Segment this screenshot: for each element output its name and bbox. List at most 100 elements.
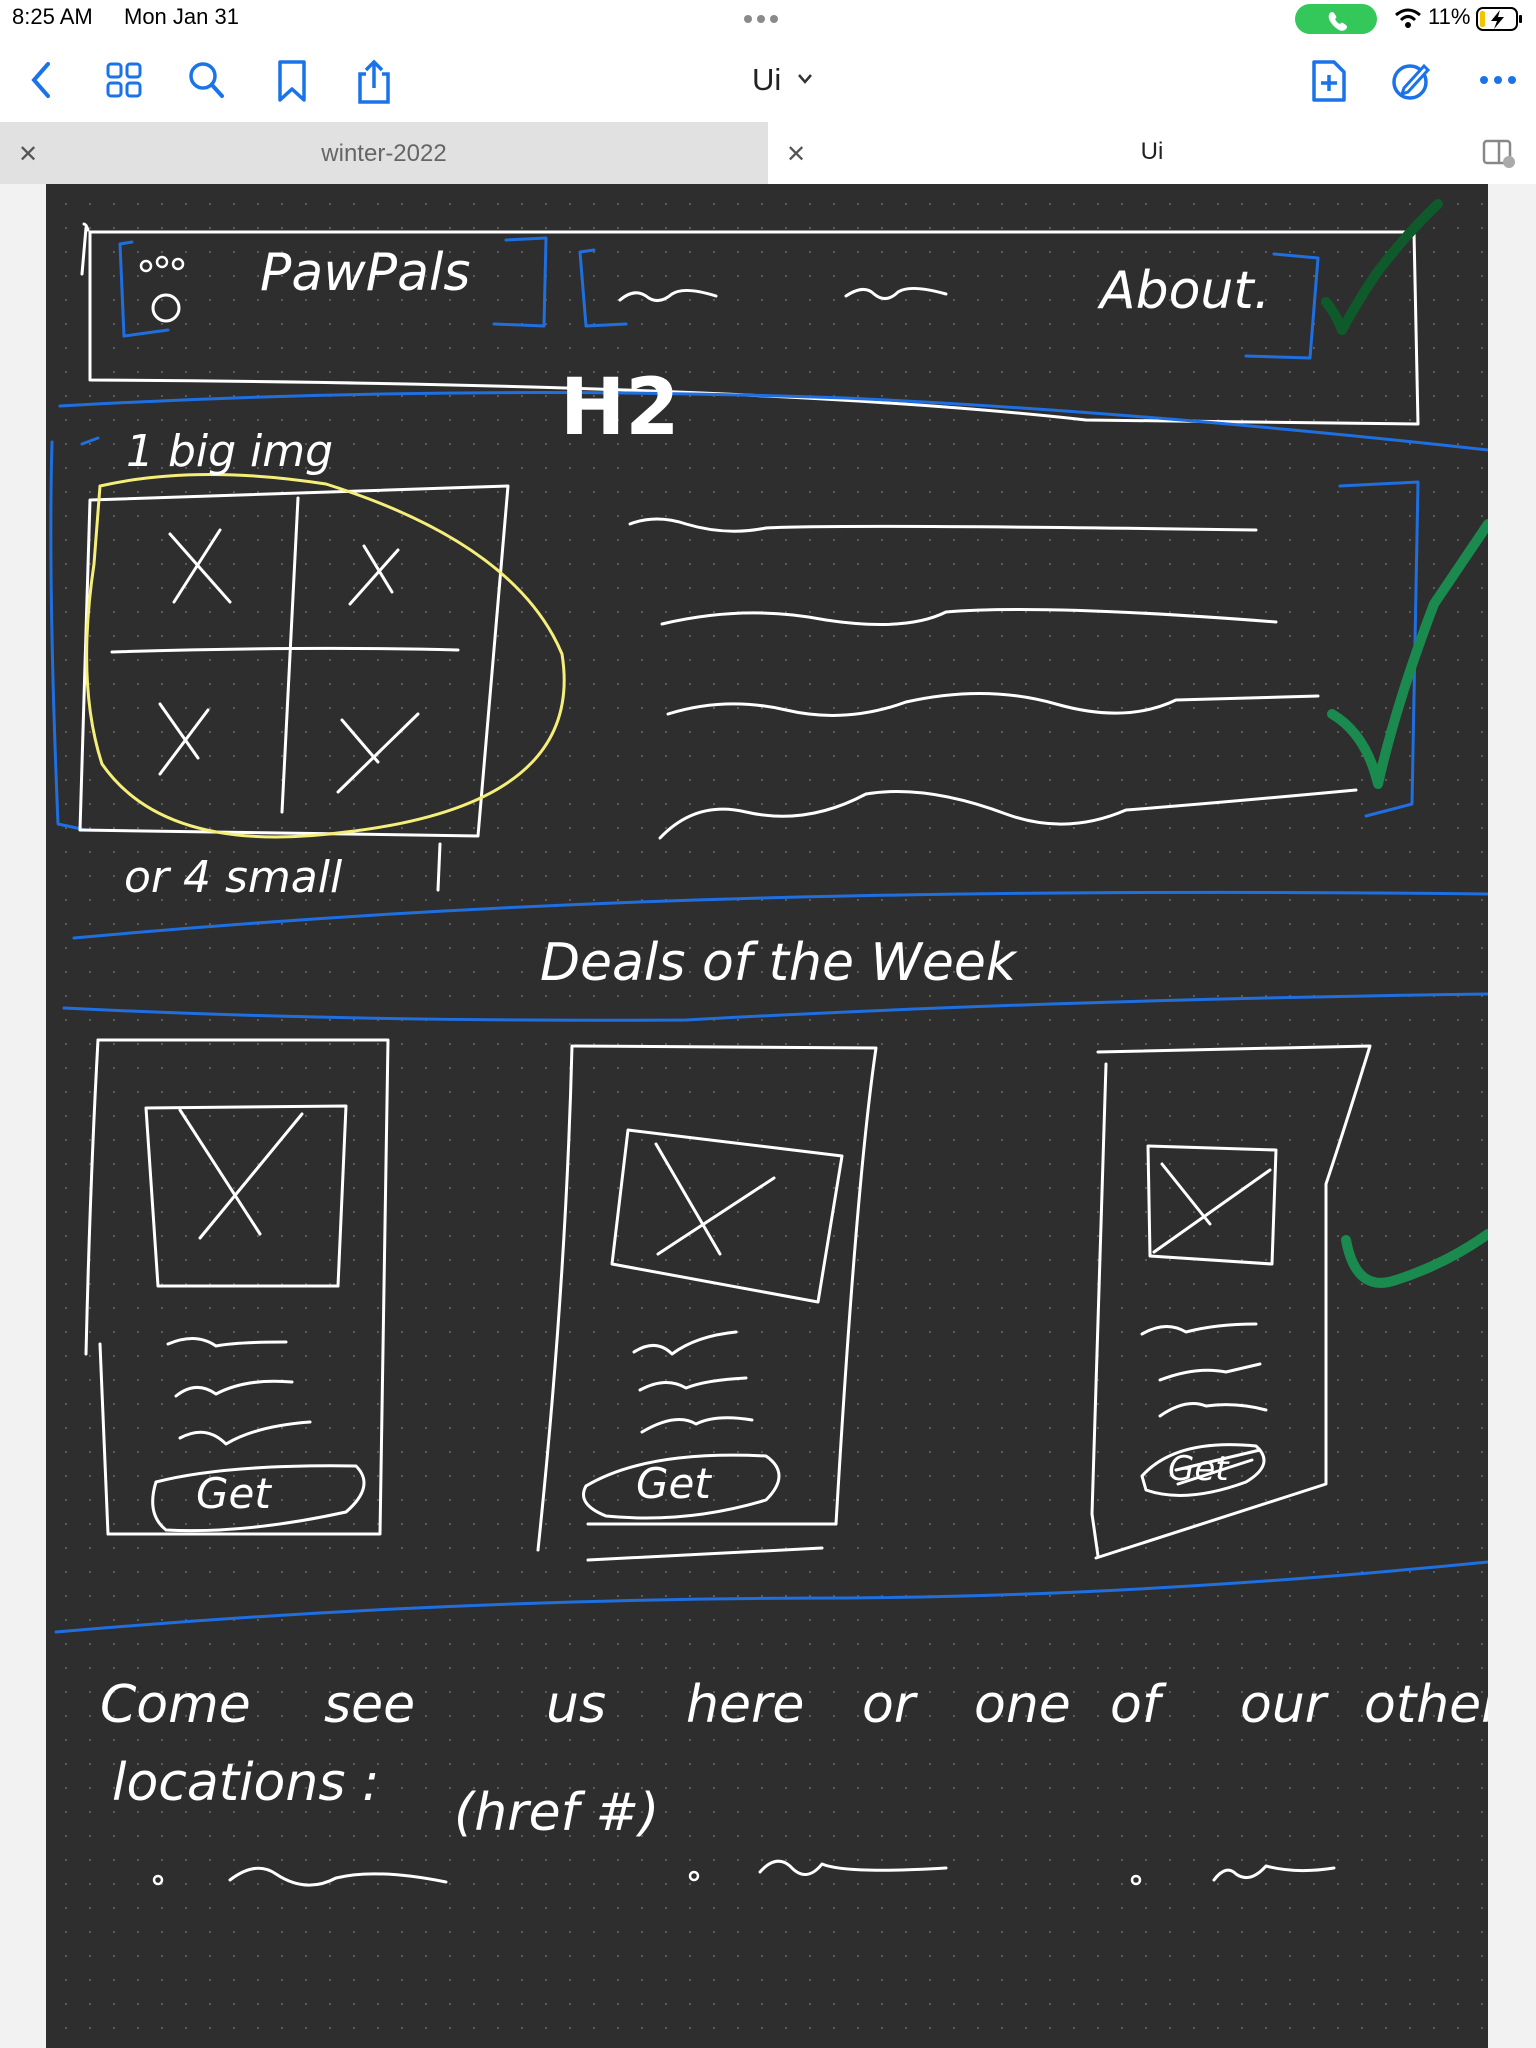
chevron-down-icon[interactable] (796, 72, 814, 86)
multitasking-dots-icon[interactable] (744, 10, 783, 28)
tab-label: winter-2022 (321, 140, 447, 167)
sketch-stroke (80, 222, 90, 276)
image-placeholder-x (348, 544, 400, 606)
new-page-icon[interactable] (1308, 58, 1348, 104)
card-image-x (654, 1142, 776, 1256)
deal-card-2-edge (536, 1044, 574, 1552)
logo-dot (139, 259, 153, 273)
logo-bracket-right (492, 236, 548, 328)
text-placeholder-line (658, 788, 1358, 840)
deal-card-2-edge (586, 1546, 824, 1562)
search-icon[interactable] (186, 58, 226, 102)
location-link-squiggle (1212, 1864, 1336, 1882)
footer-word: or (862, 1675, 919, 1735)
section-divider (62, 992, 1488, 1022)
scribble (1174, 1448, 1262, 1486)
close-icon[interactable]: ✕ (18, 141, 39, 168)
bullet-icon (1130, 1874, 1142, 1886)
tab-winter-2022[interactable]: ✕ winter-2022 (0, 122, 768, 184)
image-grid-divider-h (110, 646, 460, 654)
small-img-note: or 4 small (124, 852, 343, 903)
hero-bracket-tick (80, 436, 100, 446)
get-button-label: Get (1168, 1449, 1230, 1489)
close-icon[interactable]: ✕ (786, 141, 807, 168)
app-toolbar: Ui (0, 38, 1536, 122)
big-img-note: 1 big img (126, 426, 333, 477)
battery-charging-icon (1476, 7, 1522, 31)
card-text-squiggle (178, 1420, 312, 1446)
deal-card-1-edge (84, 1038, 100, 1356)
more-options-icon[interactable] (1476, 58, 1520, 102)
status-time: 8:25 AM (12, 4, 93, 29)
bookmark-icon[interactable] (274, 58, 310, 104)
logo-dot (171, 257, 185, 271)
hero-bracket-left (49, 440, 88, 832)
status-date: Mon Jan 31 (124, 4, 239, 29)
card-image-box (1146, 1144, 1278, 1266)
logo-paw-icon (151, 293, 181, 323)
text-placeholder-line (666, 691, 1320, 717)
text-placeholder-line (628, 517, 1258, 533)
check-mark-2 (1327, 519, 1488, 789)
check-mark-3 (1341, 1229, 1488, 1288)
footer-word: our (1240, 1675, 1330, 1735)
status-bar: 8:25 AM Mon Jan 31 11% (0, 0, 1536, 38)
logo-dot (155, 255, 169, 269)
footer-word: see (324, 1675, 415, 1735)
deal-card-3 (1094, 1044, 1372, 1560)
image-placeholder-x (168, 528, 232, 604)
links-bracket-right (1244, 252, 1320, 360)
text-placeholder-line (660, 608, 1278, 626)
bullet-icon (688, 1870, 700, 1882)
card-text-squiggle (166, 1337, 288, 1348)
section-divider (54, 1560, 1488, 1634)
document-title[interactable]: Ui (752, 62, 782, 97)
section-title: Deals of the Week (540, 933, 1018, 993)
card-text-squiggle (638, 1376, 748, 1392)
location-link-squiggle (758, 1859, 948, 1876)
section-divider (58, 391, 1488, 452)
card-image-box (144, 1104, 348, 1288)
get-button-label: Get (196, 1469, 272, 1518)
pencil-edit-icon[interactable] (1390, 58, 1434, 104)
split-view-icon[interactable] (1482, 138, 1516, 168)
bullet-icon (152, 1874, 164, 1886)
check-mark-1 (1337, 199, 1443, 335)
logo-bracket-left (118, 240, 170, 338)
nav-link-squiggle-2 (844, 287, 948, 300)
footer-word: of (1110, 1675, 1167, 1735)
footer-word: other (1364, 1675, 1488, 1735)
deal-card-1 (96, 1038, 390, 1536)
card-text-squiggle (1140, 1322, 1258, 1336)
deal-card-3-edge (1090, 1062, 1108, 1558)
get-button-2 (582, 1453, 781, 1520)
image-grid-highlight (85, 473, 566, 839)
image-grid-divider-v (280, 496, 300, 814)
call-indicator[interactable] (1295, 4, 1377, 34)
hero-heading: H2 (560, 363, 680, 453)
card-text-squiggle (1158, 1402, 1268, 1418)
sketch-stroke (436, 842, 442, 892)
card-text-squiggle (632, 1330, 738, 1356)
back-chevron-icon[interactable] (26, 58, 56, 102)
wireframe-sketch: PawPals About. H2 1 big img or 4 small D… (49, 199, 1488, 1887)
links-bracket-left (578, 248, 628, 328)
share-icon[interactable] (354, 58, 394, 106)
tab-label: Ui (1140, 138, 1164, 165)
nav-link-squiggle-1 (618, 289, 718, 302)
tab-ui[interactable]: ✕ Ui (768, 122, 1536, 184)
nav-brand: PawPals (260, 243, 471, 303)
card-image-x (1152, 1162, 1272, 1254)
deal-card-2 (572, 1044, 878, 1526)
grid-view-icon[interactable] (104, 58, 144, 102)
image-grid-box (78, 484, 510, 838)
get-button-1 (151, 1464, 366, 1533)
footer-word: us (546, 1675, 606, 1735)
get-button-label: Get (636, 1459, 712, 1508)
card-text-squiggle (174, 1379, 294, 1398)
footer-word: one (974, 1675, 1071, 1735)
card-image-box (610, 1128, 844, 1304)
nav-about-link: About. (1097, 261, 1270, 321)
location-link-squiggle (228, 1866, 448, 1887)
sketch-canvas[interactable]: PawPals About. H2 1 big img or 4 small D… (46, 184, 1488, 2048)
